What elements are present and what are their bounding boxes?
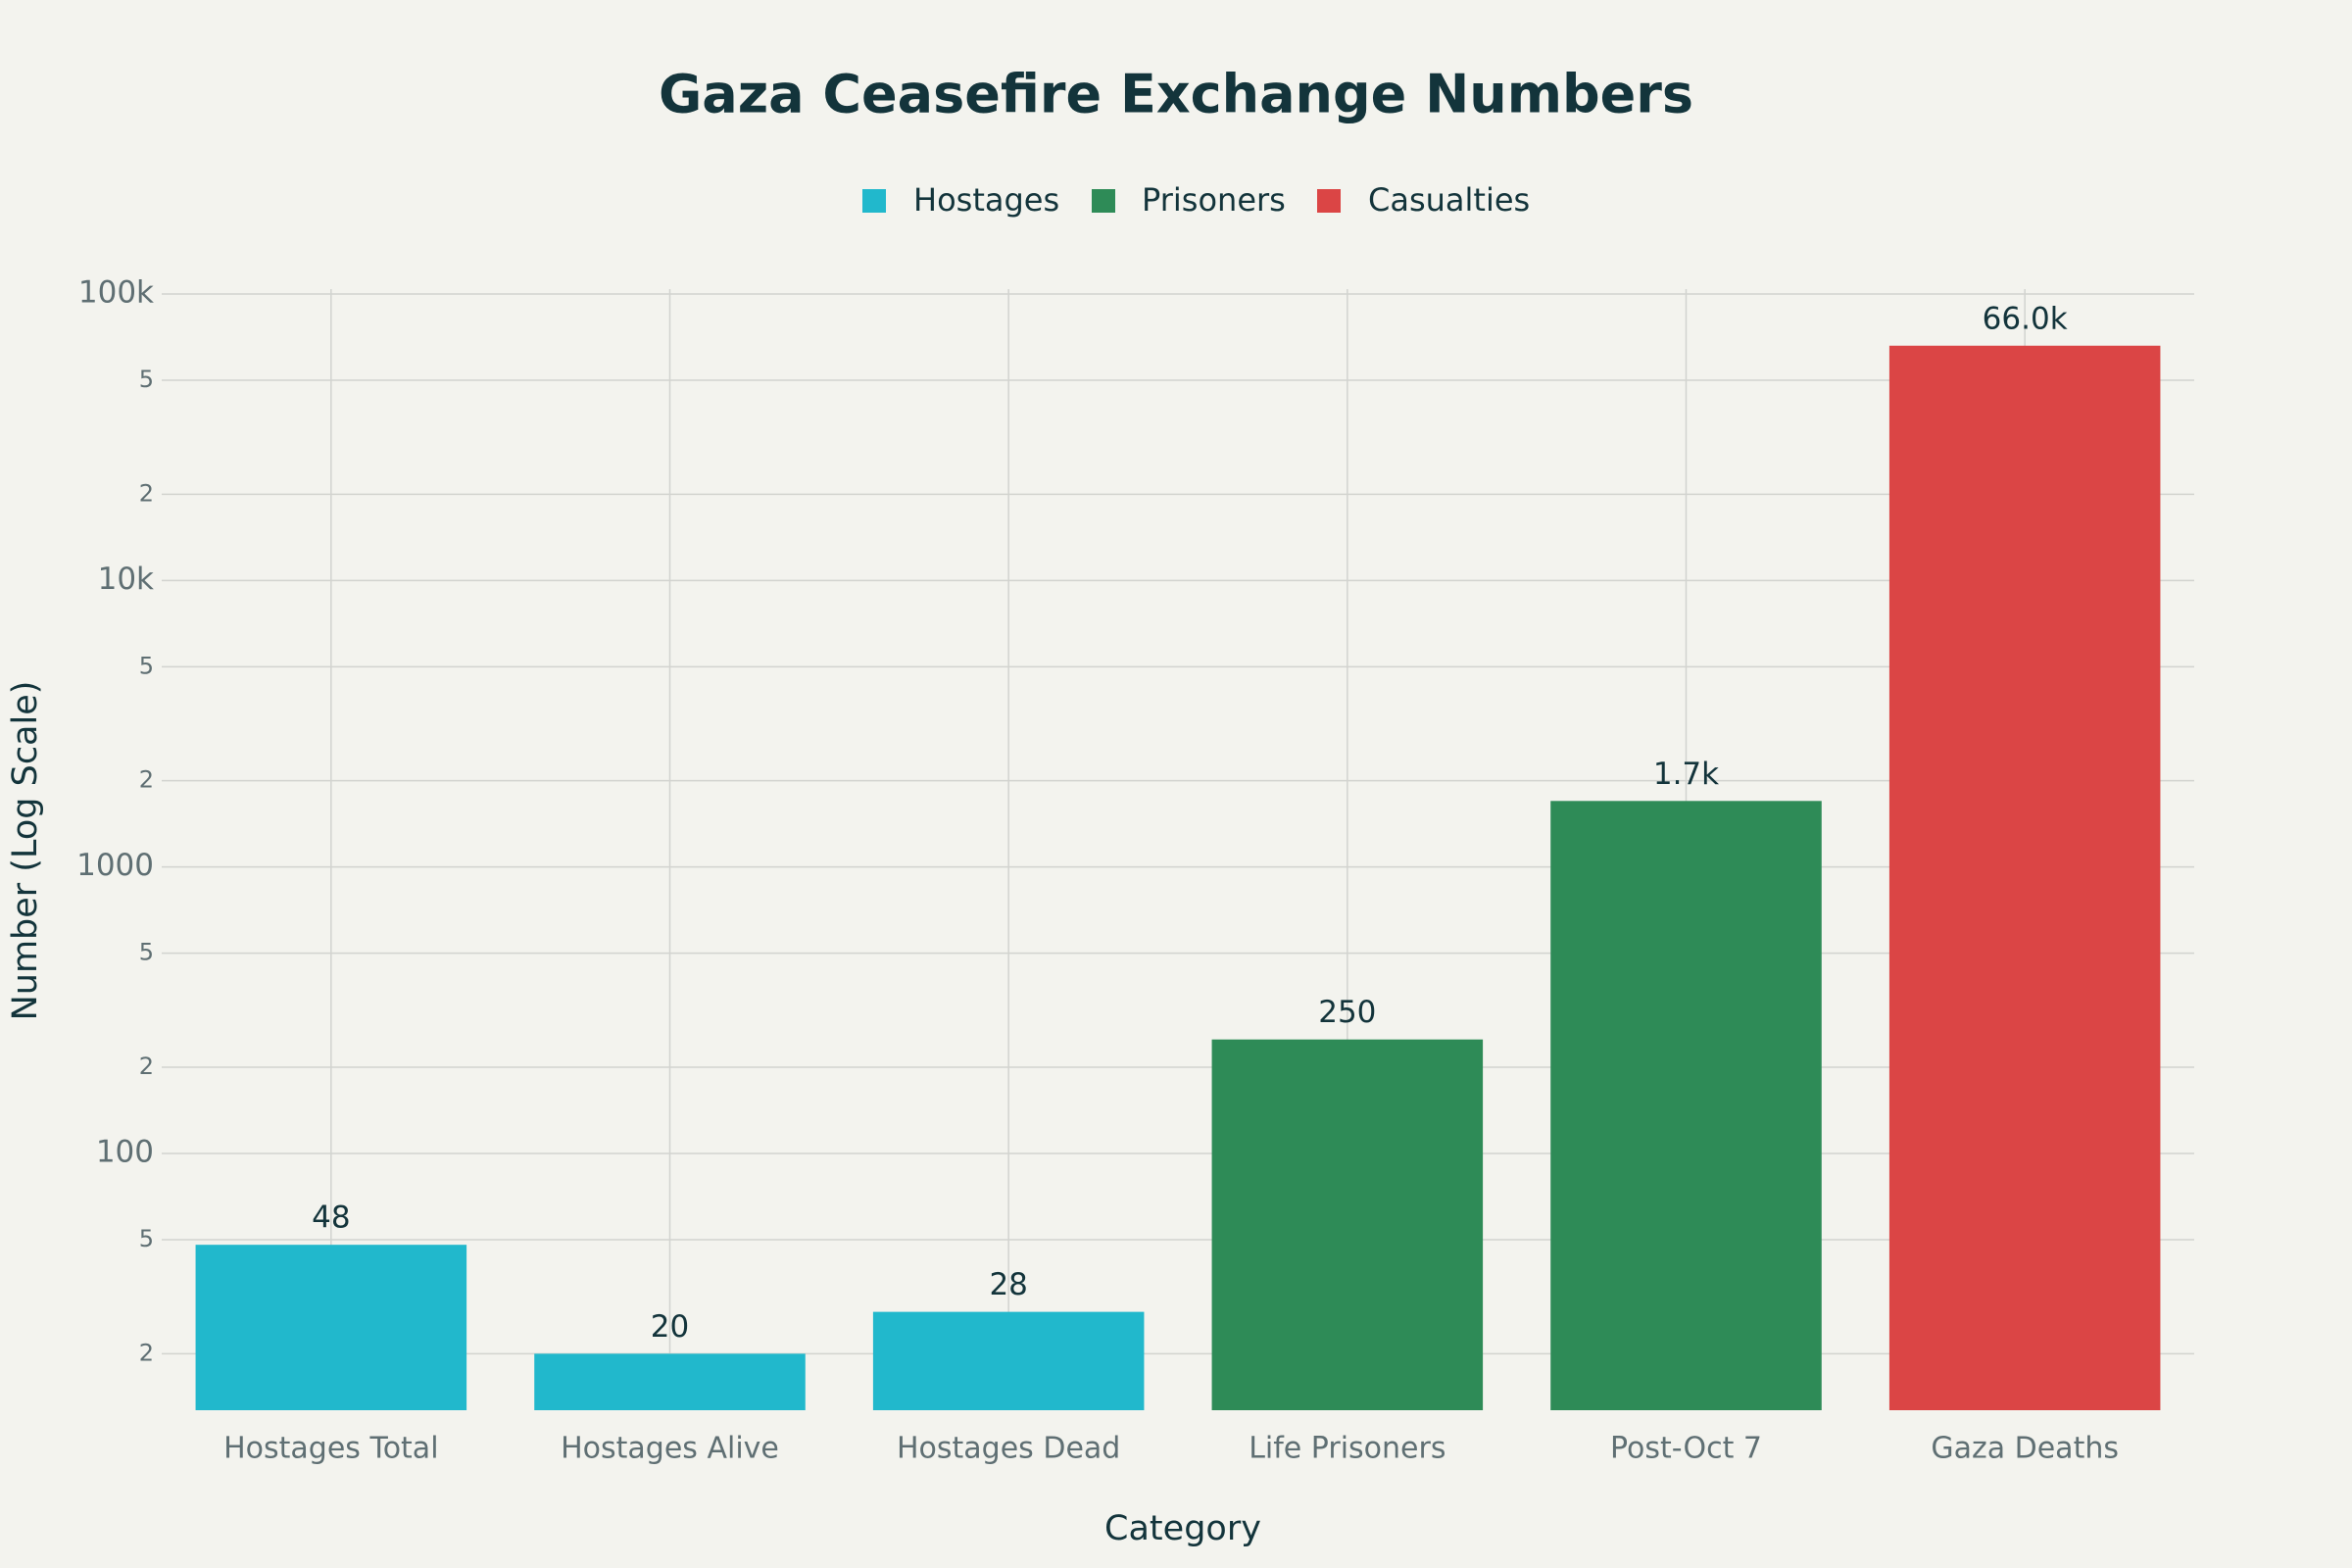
x-tick-label: Life Prisoners	[1249, 1432, 1446, 1466]
value-label: 48	[312, 1200, 350, 1236]
x-tick-label: Post-Oct 7	[1610, 1432, 1762, 1466]
legend-label: Casualties	[1368, 181, 1530, 219]
y-tick-label: 5	[139, 366, 154, 393]
y-tick-label: 1000	[76, 848, 154, 883]
y-tick-label: 2	[139, 766, 154, 794]
legend-label: Prisoners	[1142, 181, 1286, 219]
legend-marker	[862, 189, 886, 213]
bar	[1550, 801, 1822, 1410]
value-label: 28	[989, 1267, 1027, 1302]
y-tick-label: 5	[139, 939, 154, 966]
y-tick-label: 5	[139, 652, 154, 679]
chart-title: Gaza Ceasefire Exchange Numbers	[659, 64, 1693, 125]
bar	[1888, 345, 2161, 1410]
bar	[1211, 1039, 1484, 1410]
y-tick-label: 100	[96, 1135, 154, 1170]
value-label: 20	[651, 1309, 689, 1345]
bar	[872, 1311, 1145, 1410]
legend-marker	[1092, 189, 1115, 213]
value-label: 66.0k	[1983, 301, 2068, 336]
x-tick-label: Hostages Alive	[561, 1432, 779, 1466]
bar	[534, 1353, 806, 1410]
y-tick-label: 5	[139, 1225, 154, 1252]
bar	[195, 1245, 467, 1410]
x-axis-title: Category	[1104, 1509, 1261, 1548]
legend-marker	[1317, 189, 1341, 213]
y-tick-label: 2	[139, 1339, 154, 1366]
y-tick-label: 2	[139, 479, 154, 507]
x-tick-label: Gaza Deaths	[1931, 1432, 2119, 1466]
x-tick-label: Hostages Dead	[897, 1432, 1120, 1466]
y-tick-label: 100k	[78, 275, 154, 311]
value-label: 250	[1318, 995, 1376, 1030]
y-tick-label: 2	[139, 1053, 154, 1080]
y-tick-label: 10k	[98, 562, 154, 597]
value-label: 1.7k	[1653, 757, 1719, 792]
legend-label: Hostages	[913, 181, 1059, 219]
y-axis-title: Number (Log Scale)	[6, 681, 45, 1021]
x-tick-label: Hostages Total	[223, 1432, 438, 1466]
